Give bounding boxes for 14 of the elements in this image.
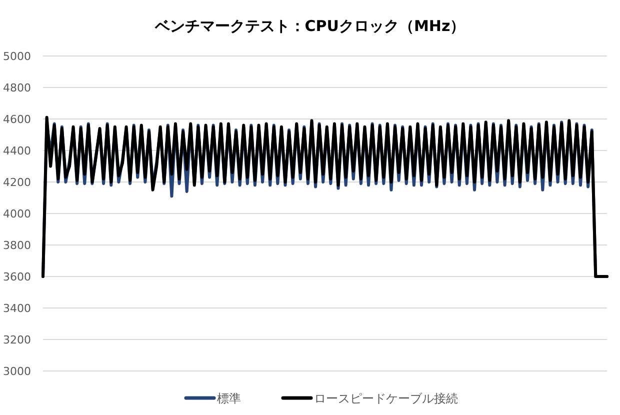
y-tick-label: 4800 (3, 82, 31, 94)
legend-label: 標準 (217, 392, 241, 406)
y-tick-label: 3800 (3, 239, 31, 252)
y-tick-label: 5000 (3, 50, 31, 63)
chart-title: ベンチマークテスト：CPUクロック（MHz） (154, 17, 466, 35)
y-tick-label: 3600 (3, 270, 31, 284)
y-tick-label: 4400 (3, 144, 31, 158)
legend-label: ロースピードケーブル接続 (314, 392, 458, 406)
y-tick-label: 4200 (3, 176, 31, 189)
y-tick-label: 3200 (3, 334, 31, 346)
y-tick-label: 4600 (3, 113, 31, 126)
y-tick-label: 4000 (3, 208, 31, 220)
y-tick-label: 3400 (3, 302, 31, 315)
y-tick-label: 3000 (3, 365, 31, 378)
